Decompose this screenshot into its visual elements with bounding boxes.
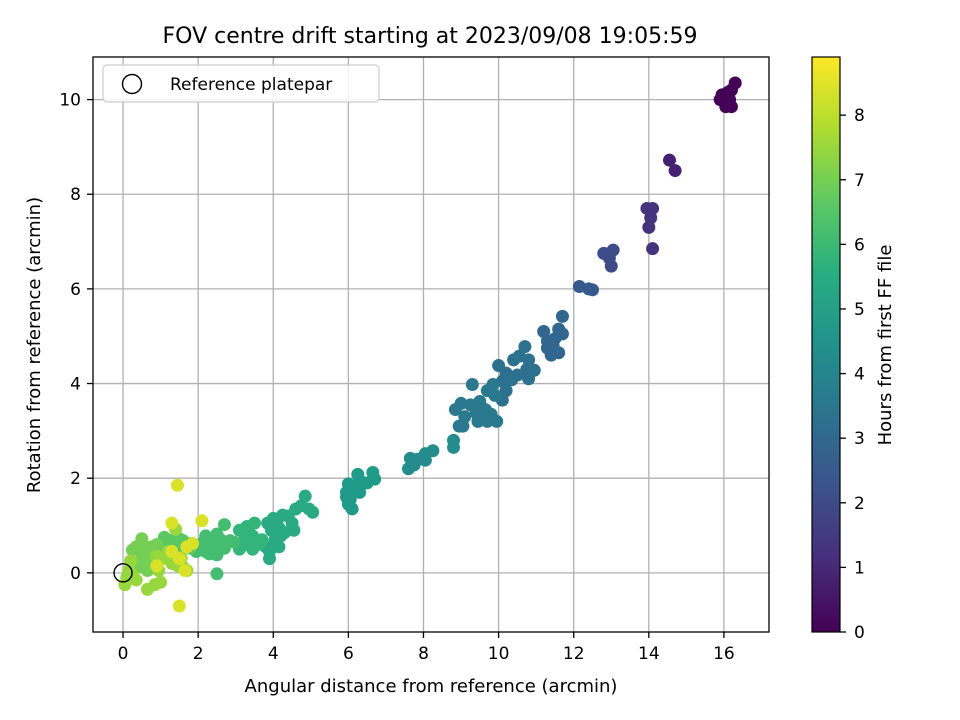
- x-tick-label: 14: [638, 644, 660, 664]
- data-point: [210, 567, 224, 581]
- data-point: [345, 502, 359, 516]
- data-point: [129, 573, 143, 587]
- data-point: [178, 563, 192, 577]
- data-point: [544, 348, 558, 362]
- data-point: [353, 485, 367, 499]
- x-axis-label: Angular distance from reference (arcmin): [245, 676, 618, 697]
- colorbar-tick-label: 0: [854, 623, 865, 643]
- colorbar-tick-label: 5: [854, 300, 865, 320]
- data-point: [490, 414, 504, 428]
- legend-label: Reference platepar: [170, 75, 332, 95]
- data-point: [465, 377, 479, 391]
- grid-lines: [93, 57, 769, 632]
- chart-title: FOV centre drift starting at 2023/09/08 …: [163, 24, 698, 49]
- y-tick-label: 0: [70, 564, 81, 584]
- y-axis-label: Rotation from reference (arcmin): [24, 197, 45, 493]
- data-point: [407, 458, 421, 472]
- data-point: [186, 537, 200, 551]
- data-points: [113, 76, 742, 613]
- data-point: [447, 440, 461, 454]
- data-point: [227, 535, 241, 549]
- data-point: [171, 478, 184, 492]
- data-point: [195, 514, 209, 528]
- y-tick-label: 10: [59, 91, 81, 111]
- data-point: [480, 414, 494, 428]
- data-point: [585, 283, 599, 297]
- data-point: [662, 153, 676, 167]
- y-tick-label: 4: [70, 375, 81, 395]
- x-tick-label: 0: [118, 644, 129, 664]
- data-point: [172, 552, 186, 566]
- data-point: [172, 599, 186, 613]
- colorbar-ticks: 0 1 2 3 4 5 6 7 8: [840, 106, 865, 643]
- colorbar-tick-label: 2: [854, 494, 865, 514]
- y-tick-label: 6: [70, 280, 81, 300]
- data-point: [555, 309, 569, 323]
- colorbar: 0 1 2 3 4 5 6 7 8 Hours from first FF file: [811, 56, 896, 643]
- data-point: [522, 372, 536, 386]
- reference-platepar-marker: [113, 563, 133, 583]
- x-tick-label: 8: [418, 644, 429, 664]
- data-point: [306, 505, 320, 519]
- data-point: [471, 414, 485, 428]
- x-tick-label: 16: [713, 644, 735, 664]
- colorbar-tick-label: 4: [854, 365, 865, 385]
- x-axis-ticks: 0 2 4 6 8 10 12 14 16: [118, 632, 735, 664]
- data-point: [488, 388, 502, 402]
- colorbar-tick-label: 6: [854, 235, 865, 255]
- data-point: [448, 403, 462, 417]
- x-tick-label: 2: [193, 644, 204, 664]
- colorbar-tick-label: 1: [854, 558, 865, 578]
- legend: Reference platepar: [102, 64, 380, 103]
- data-point: [604, 259, 618, 273]
- legend-box: [102, 64, 380, 103]
- data-point: [452, 419, 466, 433]
- colorbar-gradient: [811, 56, 841, 633]
- legend-marker-open-circle: [121, 73, 143, 95]
- data-point: [642, 220, 656, 234]
- data-point: [507, 353, 521, 367]
- data-point: [263, 552, 277, 566]
- x-tick-label: 10: [488, 644, 510, 664]
- data-point: [724, 100, 738, 114]
- data-point: [165, 516, 179, 530]
- colorbar-tick-label: 7: [854, 171, 865, 191]
- plot-area-frame: [92, 56, 770, 633]
- data-point: [486, 377, 500, 391]
- x-tick-label: 12: [563, 644, 585, 664]
- data-point: [217, 518, 231, 532]
- y-tick-label: 8: [70, 185, 81, 205]
- data-point: [518, 340, 532, 354]
- data-point: [125, 543, 139, 557]
- colorbar-tick-label: 3: [854, 429, 865, 449]
- x-tick-label: 6: [343, 644, 354, 664]
- data-point: [368, 472, 382, 486]
- data-point: [210, 548, 224, 562]
- y-axis-ticks: 0 2 4 6 8 10: [59, 91, 93, 584]
- y-tick-label: 2: [70, 469, 81, 489]
- data-point: [154, 575, 168, 589]
- colorbar-tick-label: 8: [854, 106, 865, 126]
- data-point: [278, 526, 292, 540]
- data-point: [255, 533, 269, 547]
- colorbar-label: Hours from first FF file: [875, 245, 896, 446]
- x-tick-label: 4: [268, 644, 279, 664]
- data-point: [646, 242, 660, 256]
- data-point: [668, 164, 682, 178]
- data-point: [150, 559, 164, 573]
